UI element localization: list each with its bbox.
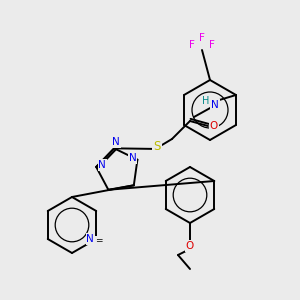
Text: N: N [86,234,94,244]
Text: N: N [112,137,120,147]
Text: F: F [189,40,195,50]
Text: =: = [95,236,103,245]
Text: S: S [153,140,161,154]
Text: N: N [98,160,106,170]
Text: F: F [209,40,215,50]
Text: N: N [211,100,219,110]
Text: F: F [199,33,205,43]
Text: O: O [186,241,194,251]
Text: N: N [128,153,136,163]
Text: O: O [210,121,218,131]
Text: H: H [202,96,210,106]
